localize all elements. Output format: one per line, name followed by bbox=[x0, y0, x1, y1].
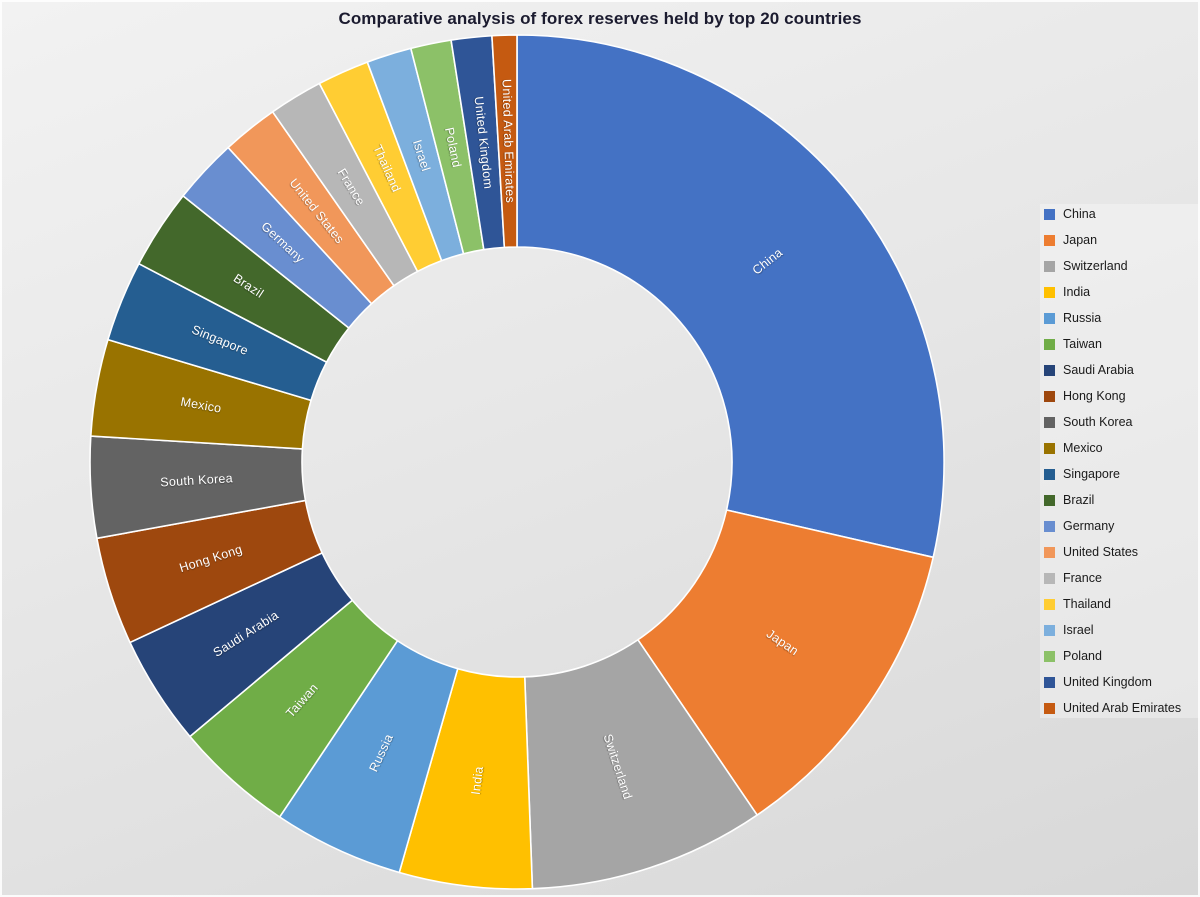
legend-label: Taiwan bbox=[1063, 337, 1102, 351]
legend-label: Singapore bbox=[1063, 467, 1120, 481]
legend-swatch-icon bbox=[1044, 442, 1055, 454]
legend-label: India bbox=[1063, 285, 1091, 299]
legend-swatch-icon bbox=[1044, 390, 1055, 402]
legend-swatch-icon bbox=[1044, 676, 1055, 688]
legend-item-switzerland: Switzerland bbox=[1044, 259, 1200, 273]
legend-item-israel: Israel bbox=[1044, 623, 1200, 637]
legend-swatch-icon bbox=[1044, 312, 1055, 324]
legend-swatch-icon bbox=[1044, 650, 1055, 662]
legend-swatch-icon bbox=[1044, 208, 1055, 220]
legend-swatch-icon bbox=[1044, 364, 1055, 376]
legend-label: United Kingdom bbox=[1063, 675, 1152, 689]
legend-item-china: China bbox=[1044, 207, 1200, 221]
legend-swatch-icon bbox=[1044, 494, 1055, 506]
legend-item-saudi-arabia: Saudi Arabia bbox=[1044, 363, 1200, 377]
legend-label: Brazil bbox=[1063, 493, 1095, 507]
legend: China Japan Switzerland India Russia Taiwan Sa… bbox=[1040, 204, 1200, 718]
slice-japan bbox=[637, 509, 935, 816]
legend-label: South Korea bbox=[1063, 415, 1133, 429]
legend-item-brazil: Brazil bbox=[1044, 493, 1200, 507]
legend-item-poland: Poland bbox=[1044, 649, 1200, 663]
legend-swatch-icon bbox=[1044, 260, 1055, 272]
legend-label: United States bbox=[1063, 545, 1139, 559]
slice-united-arab-emirates bbox=[491, 34, 518, 249]
legend-swatch-icon bbox=[1044, 520, 1055, 532]
legend-label: Switzerland bbox=[1063, 259, 1128, 273]
legend-swatch-icon bbox=[1044, 598, 1055, 610]
legend-item-germany: Germany bbox=[1044, 519, 1200, 533]
legend-swatch-icon bbox=[1044, 546, 1055, 558]
legend-item-mexico: Mexico bbox=[1044, 441, 1200, 455]
legend-item-russia: Russia bbox=[1044, 311, 1200, 325]
legend-label: Thailand bbox=[1063, 597, 1111, 611]
legend-item-france: France bbox=[1044, 571, 1200, 585]
slice-china bbox=[516, 34, 945, 559]
legend-item-hong-kong: Hong Kong bbox=[1044, 389, 1200, 403]
legend-label: Israel bbox=[1063, 623, 1094, 637]
legend-label: France bbox=[1063, 571, 1102, 585]
legend-label: Germany bbox=[1063, 519, 1115, 533]
legend-item-south-korea: South Korea bbox=[1044, 415, 1200, 429]
legend-item-united-kingdom: United Kingdom bbox=[1044, 675, 1200, 689]
legend-swatch-icon bbox=[1044, 338, 1055, 350]
legend-item-thailand: Thailand bbox=[1044, 597, 1200, 611]
legend-swatch-icon bbox=[1044, 624, 1055, 636]
legend-item-united-states: United States bbox=[1044, 545, 1200, 559]
legend-swatch-icon bbox=[1044, 572, 1055, 584]
legend-swatch-icon bbox=[1044, 702, 1055, 714]
legend-swatch-icon bbox=[1044, 234, 1055, 246]
legend-item-united-arab-emirates: United Arab Emirates bbox=[1044, 701, 1200, 715]
legend-label: United Arab Emirates bbox=[1063, 701, 1182, 715]
legend-label: Russia bbox=[1063, 311, 1102, 325]
legend-swatch-icon bbox=[1044, 416, 1055, 428]
legend-label: Saudi Arabia bbox=[1063, 363, 1134, 377]
legend-swatch-icon bbox=[1044, 286, 1055, 298]
legend-label: Poland bbox=[1063, 649, 1102, 663]
legend-label: Japan bbox=[1063, 233, 1098, 247]
legend-label: Hong Kong bbox=[1063, 389, 1126, 403]
legend-swatch-icon bbox=[1044, 468, 1055, 480]
legend-item-taiwan: Taiwan bbox=[1044, 337, 1200, 351]
legend-label: Mexico bbox=[1063, 441, 1103, 455]
legend-item-india: India bbox=[1044, 285, 1200, 299]
chart-title: Comparative analysis of forex reserves h… bbox=[338, 9, 862, 28]
legend-label: China bbox=[1063, 207, 1096, 221]
legend-item-japan: Japan bbox=[1044, 233, 1200, 247]
legend-item-singapore: Singapore bbox=[1044, 467, 1200, 481]
